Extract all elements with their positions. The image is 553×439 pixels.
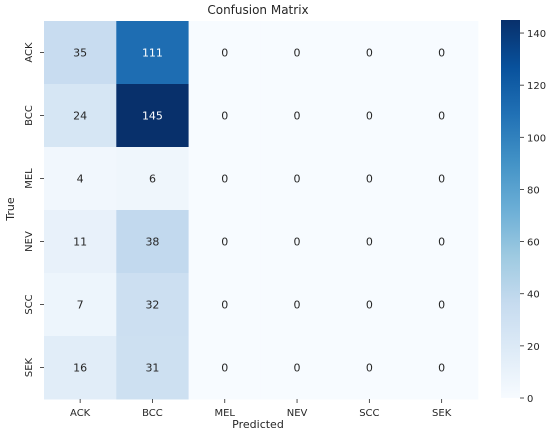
cell-value-label: 6 [149, 173, 156, 186]
x-tick-label: NEV [287, 408, 308, 419]
cell-value-label: 31 [145, 362, 159, 375]
heatmap-cells: 35 111 0 0 0 0 24 145 0 0 0 0 4 6 0 0 0 0 11 38 0 0 0 0 7 32 0 0 0 0 1… [44, 21, 478, 400]
cell-value-label: 0 [221, 299, 228, 312]
cell-value-label: 0 [294, 173, 301, 186]
colorbar-gradient [501, 20, 520, 398]
cell-value-label: 111 [142, 47, 163, 60]
colorbar-tick-label: 120 [527, 81, 546, 92]
cell-value-label: 38 [145, 236, 159, 249]
cell-value-label: 0 [438, 110, 445, 123]
cell-value-label: 0 [221, 362, 228, 375]
y-tick-label: MEL [24, 168, 35, 189]
cell-value-label: 0 [366, 110, 373, 123]
cell-value-label: 0 [221, 47, 228, 60]
cell-value-label: 0 [438, 299, 445, 312]
cell-value-label: 0 [366, 299, 373, 312]
cell-value-label: 0 [294, 47, 301, 60]
cell-value-label: 35 [73, 47, 87, 60]
colorbar: 0 20 40 60 80 100 120 140 [501, 20, 546, 405]
cell-value-label: 0 [294, 362, 301, 375]
colorbar-tick-label: 60 [527, 238, 540, 249]
y-tick-labels: ACK BCC MEL NEV SCC SEK [24, 42, 44, 377]
cell-value-label: 16 [73, 362, 87, 375]
y-tick-label: SEK [24, 357, 35, 377]
colorbar-tick-label: 80 [527, 185, 540, 196]
cell-value-label: 0 [438, 173, 445, 186]
cell-value-label: 0 [294, 299, 301, 312]
cell-value-label: 7 [77, 299, 84, 312]
colorbar-tick-label: 20 [527, 342, 540, 353]
x-tick-label: SEK [432, 408, 452, 419]
colorbar-tick-label: 140 [527, 29, 546, 40]
cell-value-label: 0 [294, 110, 301, 123]
cell-value-label: 0 [221, 110, 228, 123]
colorbar-tick-label: 100 [527, 133, 546, 144]
y-tick-label: NEV [24, 231, 35, 252]
y-axis-label: True [4, 197, 17, 222]
x-tick-label: ACK [70, 408, 91, 419]
x-axis-label: Predicted [232, 418, 284, 431]
x-tick-label: BCC [142, 408, 163, 419]
cell-value-label: 0 [221, 173, 228, 186]
cell-value-label: 0 [366, 236, 373, 249]
y-tick-label: SCC [24, 294, 35, 314]
cell-value-label: 0 [438, 236, 445, 249]
cell-value-label: 0 [438, 47, 445, 60]
cell-value-label: 145 [142, 110, 163, 123]
cell-value-label: 0 [366, 47, 373, 60]
colorbar-tick-label: 0 [527, 394, 533, 405]
cell-value-label: 32 [145, 299, 159, 312]
colorbar-tick-label: 40 [527, 290, 540, 301]
y-tick-label: BCC [24, 105, 35, 126]
cell-value-label: 24 [73, 110, 87, 123]
x-tick-labels: ACK BCC MEL NEV SCC SEK [70, 399, 452, 419]
cell-value-label: 0 [366, 362, 373, 375]
cell-value-label: 0 [221, 236, 228, 249]
chart-title: Confusion Matrix [207, 3, 308, 17]
cell-value-label: 0 [294, 236, 301, 249]
x-tick-label: SCC [359, 408, 379, 419]
cell-value-label: 0 [366, 173, 373, 186]
cell-value-label: 11 [73, 236, 87, 249]
cell-value-label: 0 [438, 362, 445, 375]
cell-value-label: 4 [77, 173, 84, 186]
y-tick-label: ACK [24, 42, 35, 63]
